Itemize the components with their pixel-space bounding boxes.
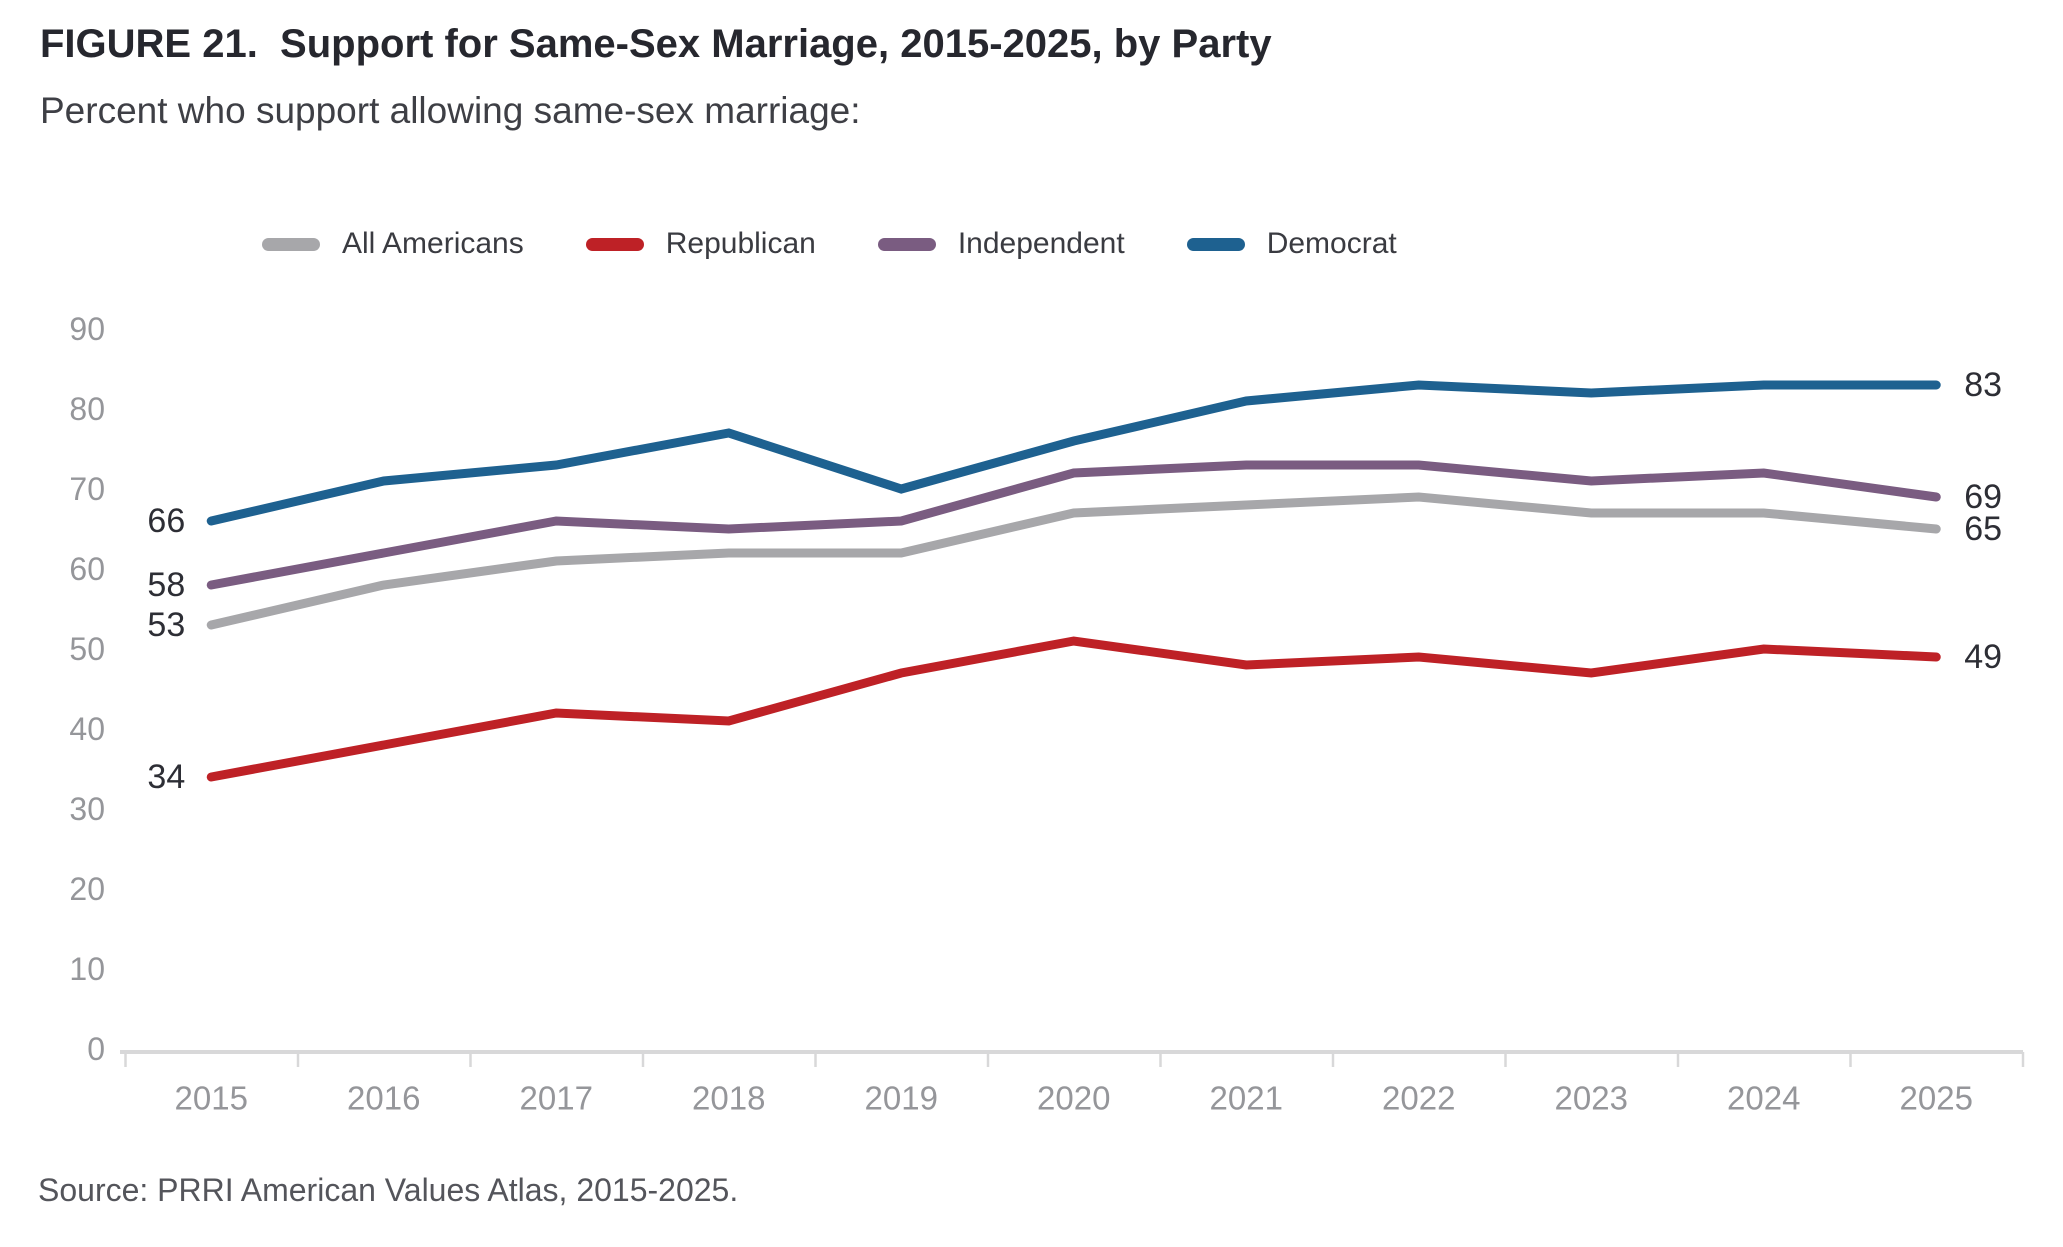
- series-line-republican: [206, 636, 1941, 782]
- series-line-independent: [206, 460, 1941, 590]
- legend-label-democrat: Democrat: [1266, 227, 1397, 260]
- y-axis-label: 20: [69, 871, 105, 907]
- legend-label-republican: Republican: [665, 227, 816, 260]
- series-end-value-all-americans: 65: [1964, 510, 2002, 548]
- series-end-value-democrat: 83: [1964, 366, 2002, 404]
- y-axis-label: 80: [69, 391, 105, 427]
- series-line-all-americans: [206, 492, 1941, 630]
- y-axis-label: 70: [69, 471, 105, 507]
- x-axis-label: 2024: [1727, 1080, 1800, 1117]
- y-axis-label: 40: [69, 711, 105, 747]
- legend-label-independent: Independent: [957, 227, 1125, 260]
- legend-swatch-democrat-icon: [1186, 237, 1245, 251]
- chart-legend: All Americans Republican Independent Dem…: [262, 224, 1397, 264]
- x-axis-label: 2023: [1555, 1080, 1628, 1117]
- series-line-democrat: [206, 380, 1941, 526]
- series-start-value-democrat: 66: [147, 502, 185, 540]
- figure-subtitle: Percent who support allowing same-sex ma…: [40, 90, 861, 131]
- legend-item-republican: Republican: [585, 227, 816, 261]
- legend-swatch-independent-icon: [877, 237, 936, 251]
- y-axis-label: 30: [69, 791, 105, 827]
- x-axis-label: 2018: [692, 1080, 765, 1117]
- x-axis-label: 2017: [520, 1080, 593, 1117]
- x-axis-label: 2020: [1037, 1080, 1110, 1117]
- x-axis-label: 2022: [1382, 1080, 1455, 1117]
- x-axis-label: 2025: [1900, 1080, 1973, 1117]
- x-axis-label: 2021: [1210, 1080, 1283, 1117]
- series-end-value-republican: 49: [1964, 638, 2002, 676]
- legend-item-all-americans: All Americans: [262, 227, 524, 261]
- y-axis-label: 10: [69, 951, 105, 987]
- series-start-value-all-americans: 53: [147, 606, 185, 644]
- y-axis-label: 90: [69, 311, 105, 347]
- y-axis-label: 50: [69, 631, 105, 667]
- y-axis-label: 0: [87, 1031, 105, 1067]
- series-start-value-republican: 34: [147, 758, 185, 796]
- figure-title: FIGURE 21. Support for Same-Sex Marriage…: [40, 22, 1272, 66]
- x-axis-label: 2015: [175, 1080, 248, 1117]
- x-axis-label: 2016: [347, 1080, 420, 1117]
- y-axis-label: 60: [69, 551, 105, 587]
- figure-source-note: Source: PRRI American Values Atlas, 2015…: [38, 1172, 739, 1208]
- series-end-value-independent: 69: [1964, 478, 2002, 516]
- legend-swatch-republican-icon: [585, 237, 644, 251]
- series-start-value-independent: 58: [147, 566, 185, 604]
- legend-item-democrat: Democrat: [1186, 227, 1397, 261]
- legend-swatch-all-americans-icon: [262, 237, 320, 251]
- x-axis-label: 2019: [865, 1080, 938, 1117]
- legend-item-independent: Independent: [877, 227, 1125, 261]
- legend-label-all-americans: All Americans: [342, 227, 524, 260]
